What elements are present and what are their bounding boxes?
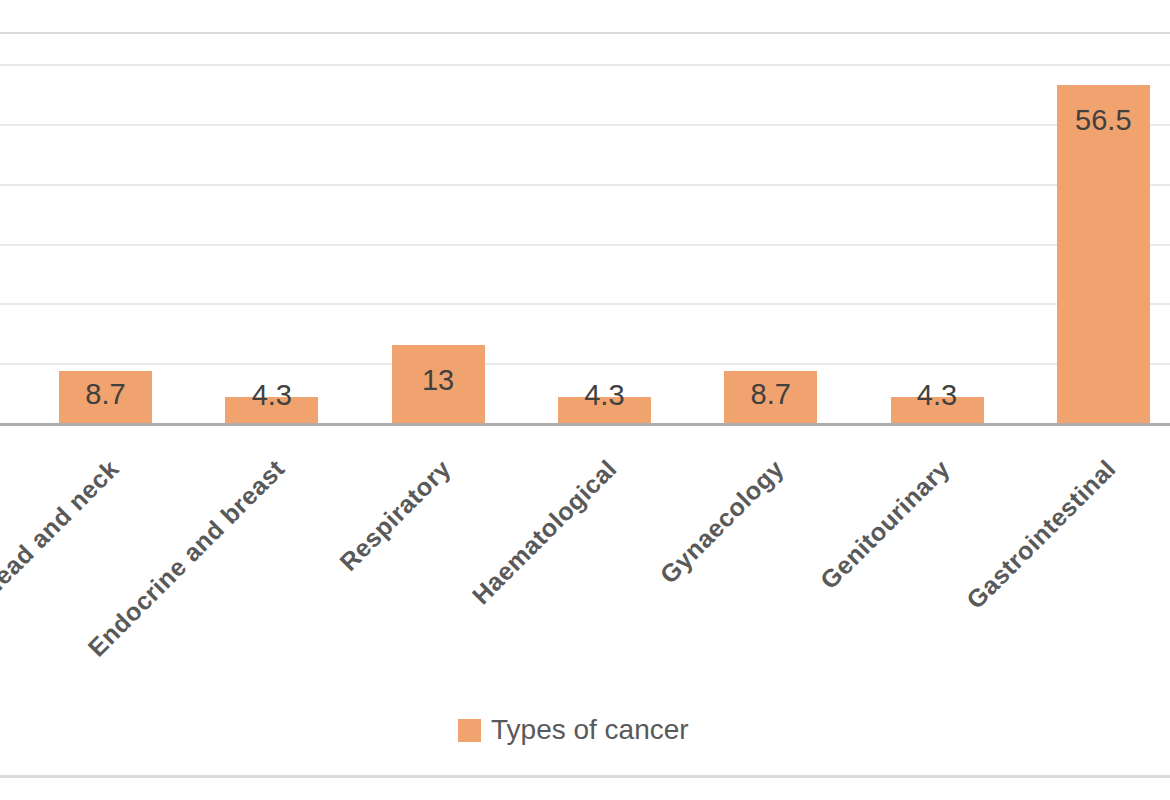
legend-label: Types of cancer — [491, 714, 689, 746]
gridline — [0, 184, 1170, 186]
legend[interactable]: Types of cancer — [458, 714, 689, 746]
bar-value-label: 8.7 — [36, 379, 176, 409]
chart-top-border — [0, 32, 1170, 34]
gridline — [0, 124, 1170, 126]
bar-value-label: 56.5 — [1033, 105, 1170, 135]
bar-value-label: 4.3 — [202, 380, 342, 410]
gridline — [0, 64, 1170, 66]
bar-value-label: 4.3 — [534, 380, 674, 410]
x-axis-line — [0, 423, 1170, 426]
bar-value-label: 4.3 — [867, 380, 1007, 410]
bar-value-label: 13 — [368, 365, 508, 395]
cancer-types-bar-chart: 8.74.3134.38.74.356.5 Head and neckEndoc… — [0, 0, 1170, 800]
gridline — [0, 303, 1170, 305]
gridline — [0, 363, 1170, 365]
bar-value-label: 8.7 — [701, 379, 841, 409]
legend-color-swatch — [458, 719, 481, 742]
gridline — [0, 244, 1170, 246]
chart-bottom-border — [0, 775, 1170, 778]
